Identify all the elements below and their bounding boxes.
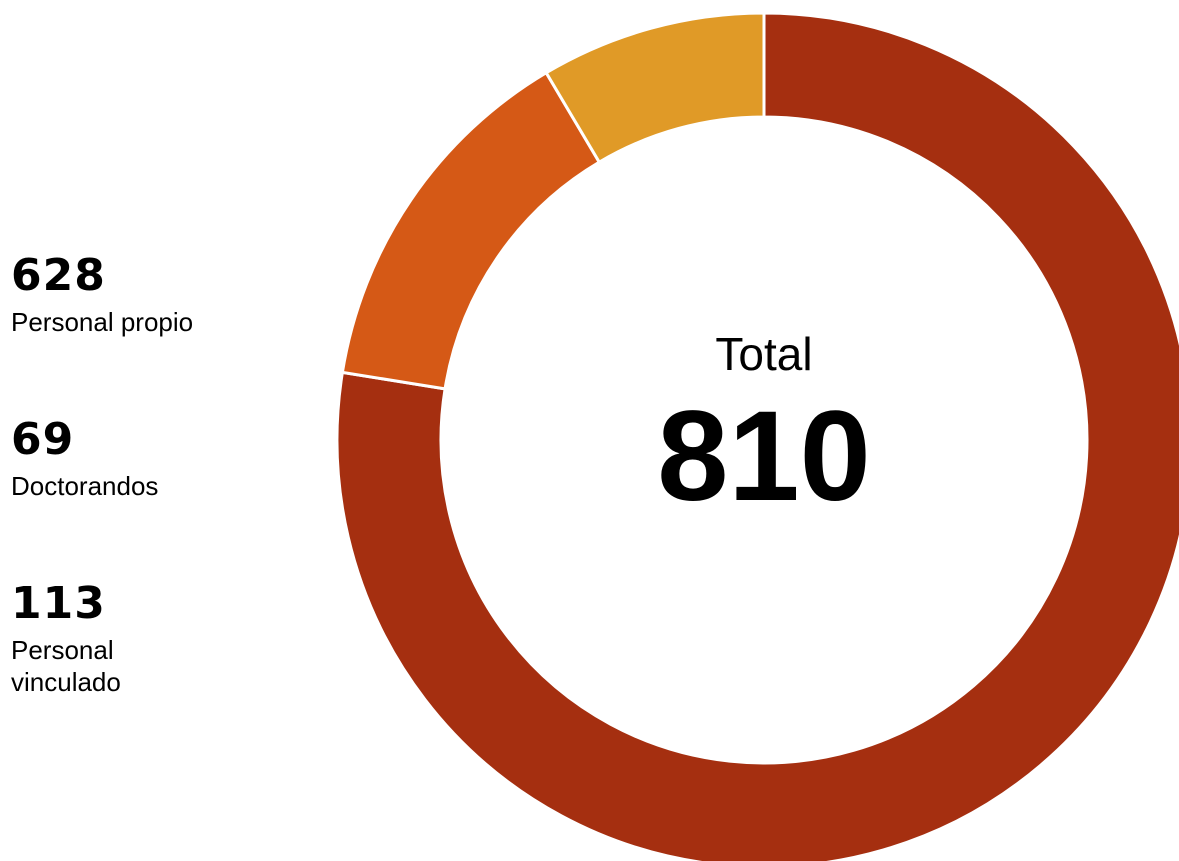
legend-value: 113 <box>11 578 106 629</box>
legend-value: 628 <box>11 250 106 301</box>
center-total-label: Total <box>715 328 812 380</box>
legend-item-doctorandos: 69 Doctorandos <box>11 416 331 502</box>
legend-label: Doctorandos <box>11 471 159 501</box>
legend-value: 69 <box>11 414 75 465</box>
legend-item-personal-vinculado: 113 Personal vinculado <box>11 580 331 698</box>
legend-label: Personal vinculado <box>11 635 121 697</box>
center-total-value: 810 <box>657 385 871 528</box>
donut-slices <box>335 11 1179 861</box>
legend-item-personal-propio: 628 Personal propio <box>11 252 331 338</box>
donut-slice-personal-vinculado <box>340 70 602 391</box>
donut-slice-doctorandos <box>544 11 766 165</box>
legend: 628 Personal propio 69 Doctorandos 113 P… <box>11 0 331 861</box>
legend-label: Personal propio <box>11 307 194 337</box>
donut-slice-personal-propio <box>335 11 1179 861</box>
